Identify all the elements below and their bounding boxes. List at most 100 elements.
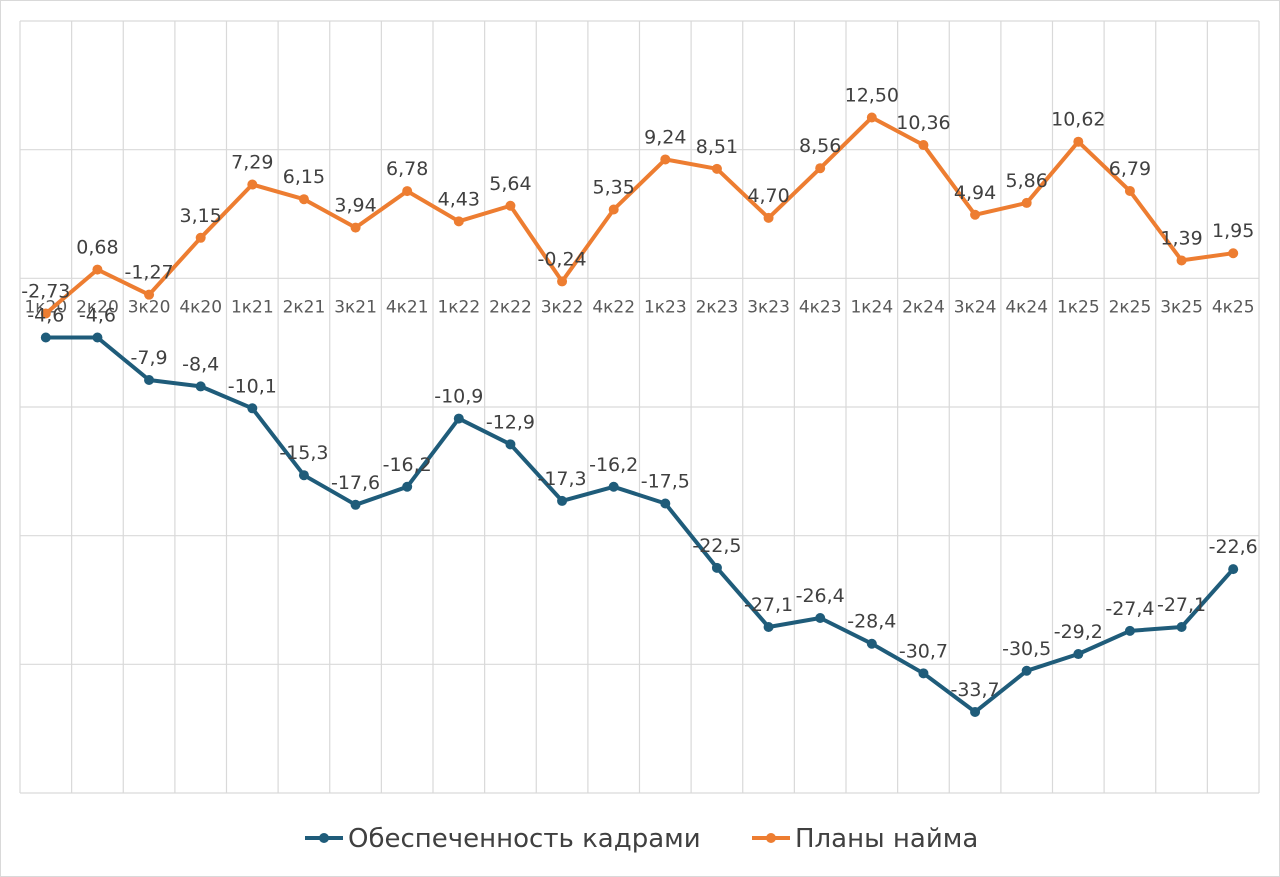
data-point: [247, 403, 258, 414]
data-label: -22,5: [692, 535, 741, 557]
data-label: 3,94: [334, 195, 376, 217]
data-label: -10,1: [228, 375, 277, 397]
data-label: -8,4: [182, 353, 219, 375]
category-label: 3к25: [1160, 297, 1203, 317]
data-point: [298, 470, 309, 481]
data-point: [247, 179, 258, 190]
data-point: [557, 495, 568, 506]
data-point: [402, 481, 413, 492]
legend: Обеспеченность кадрами Планы найма: [305, 824, 978, 854]
data-label: 5,86: [1006, 170, 1048, 192]
data-point: [815, 613, 826, 624]
category-label: 2к21: [283, 297, 326, 317]
category-label: 1к23: [644, 297, 687, 317]
legend-label-hiring: Планы найма: [795, 824, 978, 854]
data-point: [195, 232, 206, 243]
data-label: 5,35: [593, 176, 635, 198]
data-label: -12,9: [486, 411, 535, 433]
data-point: [1176, 255, 1187, 266]
category-label: 1к22: [437, 297, 480, 317]
data-label: -7,9: [131, 347, 168, 369]
data-label: -27,1: [744, 594, 793, 616]
data-point: [866, 112, 877, 123]
data-point: [350, 222, 361, 233]
legend-item-hiring: Планы найма: [752, 824, 978, 854]
data-point: [1124, 625, 1135, 636]
data-label: -4,6: [79, 305, 116, 327]
data-label: 8,56: [799, 135, 841, 157]
data-point: [711, 163, 722, 174]
category-axis-labels: 1к20 2к20 3к20 4к20 1к21 2к21 3к21 4к21 1к22 2к22…: [24, 297, 1254, 317]
data-point: [918, 140, 929, 151]
data-point: [711, 562, 722, 573]
data-point: [40, 308, 51, 319]
data-point: [402, 186, 413, 197]
data-label: 0,68: [76, 237, 118, 259]
data-label: -10,9: [434, 386, 483, 408]
data-label: -27,1: [1157, 594, 1206, 616]
data-label: 10,36: [896, 112, 950, 134]
category-label: 3к24: [954, 297, 997, 317]
data-point: [1021, 197, 1032, 208]
data-point: [763, 212, 774, 223]
category-label: 4к20: [179, 297, 222, 317]
data-label: 4,43: [438, 188, 480, 210]
data-label: 7,29: [231, 152, 273, 174]
data-point: [815, 163, 826, 174]
data-point: [970, 209, 981, 220]
category-label: 1к25: [1057, 297, 1100, 317]
data-point: [557, 276, 568, 287]
category-label: 2к25: [1109, 297, 1152, 317]
data-label: -1,27: [124, 262, 173, 284]
data-point: [1073, 136, 1084, 147]
data-label: -26,4: [796, 585, 845, 607]
legend-marker-hiring: [766, 833, 776, 843]
data-point: [608, 481, 619, 492]
data-point: [195, 381, 206, 392]
category-label: 1к21: [231, 297, 274, 317]
data-label: -27,4: [1105, 598, 1154, 620]
data-point: [763, 622, 774, 633]
data-label: -15,3: [279, 442, 328, 464]
data-label: 12,50: [845, 85, 899, 107]
data-point: [1124, 185, 1135, 196]
data-label: 1,95: [1212, 220, 1254, 242]
data-label: -2,73: [21, 280, 70, 302]
data-label: 5,64: [489, 173, 531, 195]
legend-item-staffing: Обеспеченность кадрами: [305, 824, 701, 854]
category-label: 4к21: [386, 297, 429, 317]
data-point: [1176, 622, 1187, 633]
category-label: 1к24: [850, 297, 893, 317]
data-point: [660, 154, 671, 165]
data-label: -16,2: [383, 454, 432, 476]
category-label: 3к21: [334, 297, 377, 317]
data-point: [608, 204, 619, 215]
data-label: 4,70: [747, 185, 789, 207]
category-label: 2к20: [76, 297, 119, 317]
category-label: 4к23: [799, 297, 842, 317]
legend-marker-staffing: [319, 833, 329, 843]
category-label: 4к25: [1212, 297, 1255, 317]
data-point: [1073, 649, 1084, 660]
gridlines: [19, 20, 1260, 794]
category-label: 3к22: [541, 297, 584, 317]
data-label: -29,2: [1054, 621, 1103, 643]
data-label: 1,39: [1160, 227, 1202, 249]
data-point: [660, 498, 671, 509]
data-point: [298, 194, 309, 205]
data-label: -17,3: [537, 468, 586, 490]
category-label: 2к23: [696, 297, 739, 317]
category-label: 3к23: [747, 297, 790, 317]
data-label: -28,4: [847, 611, 896, 633]
category-label: 3к20: [128, 297, 171, 317]
data-point: [453, 216, 464, 227]
series-line-0: [43, 335, 1236, 714]
data-point: [144, 374, 155, 385]
data-point: [866, 638, 877, 649]
data-label: -16,2: [589, 454, 638, 476]
data-point: [505, 439, 516, 450]
category-label: 4к24: [1005, 297, 1048, 317]
category-label: 2к22: [489, 297, 532, 317]
